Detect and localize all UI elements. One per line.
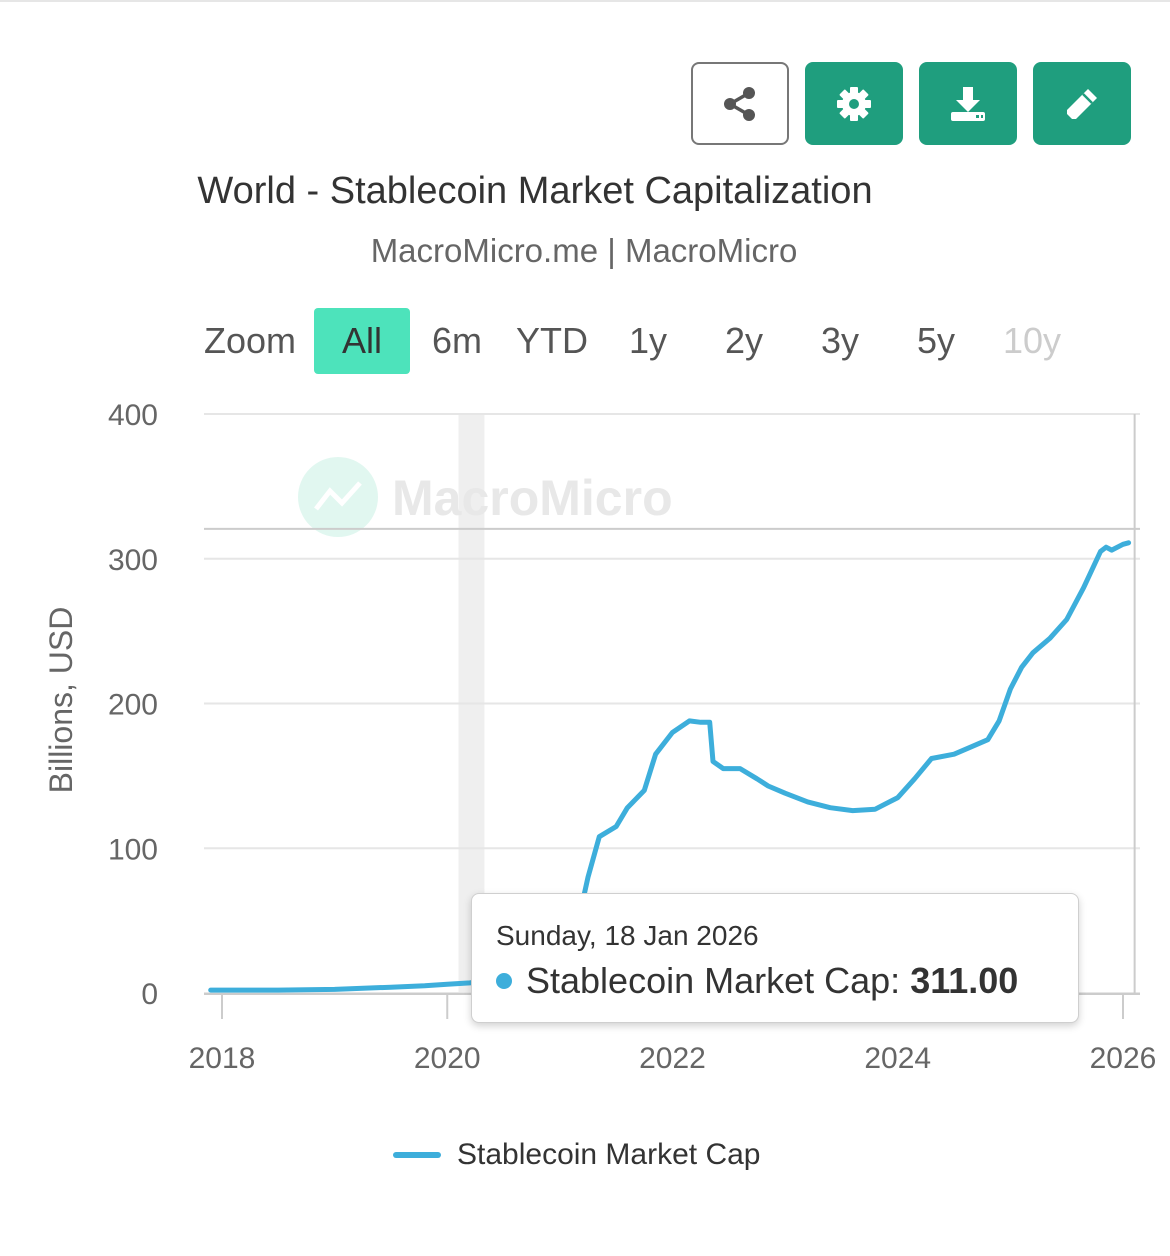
watermark-text: MacroMicro [392,470,673,526]
tooltip-date: Sunday, 18 Jan 2026 [496,920,759,951]
x-tick-label: 2022 [639,1042,706,1075]
download-button[interactable] [919,62,1017,145]
zoom-selector: Zoom All 6m YTD 1y 2y 3y 5y 10y [204,308,1080,374]
share-icon [724,86,755,121]
y-tick-label: 0 [141,978,158,1011]
y-tick-label: 100 [108,833,158,866]
y-tick-label: 300 [108,544,158,577]
x-tick-label: 2024 [864,1042,931,1075]
zoom-1y-button[interactable]: 1y [629,320,668,361]
zoom-2y-button[interactable]: 2y [725,320,764,361]
y-axis-label: Billions, USD [43,607,79,794]
download-icon [951,86,985,121]
share-button[interactable] [691,62,789,145]
zoom-3y-button[interactable]: 3y [821,320,860,361]
zoom-all-button[interactable]: All [314,308,411,374]
legend-label: Stablecoin Market Cap [457,1138,761,1171]
gear-icon [837,86,871,121]
y-tick-label: 200 [108,689,158,722]
chart-title: World - Stablecoin Market Capitalization [0,170,1170,213]
zoom-10y-button: 10y [1003,320,1062,361]
x-tick-label: 2018 [189,1042,256,1075]
x-tick-label: 2026 [1090,1042,1157,1075]
zoom-6m-button[interactable]: 6m [432,320,483,361]
tooltip-value: 311.00 [910,960,1019,1001]
chart-toolbar [691,62,1131,145]
pencil-icon [1067,88,1097,119]
tooltip-series-label: Stablecoin Market Cap: [526,960,901,1001]
top-divider [0,0,1170,2]
settings-button[interactable] [805,62,903,145]
watermark-logo-line [314,481,362,511]
line-chart: MacroMicro 0 100 200 300 400 2018 2020 2022 2024 2… [43,399,1157,1075]
chart-legend[interactable]: Stablecoin Market Cap [393,1138,761,1172]
y-tick-label: 400 [108,399,158,432]
tooltip-series-dot [496,973,512,989]
chart-subtitle-text: MacroMicro.me | MacroMicro [370,232,798,269]
chart-tooltip: Sunday, 18 Jan 2026 Stablecoin Market Ca… [471,893,1079,1023]
tooltip-series-line: Stablecoin Market Cap: 311.00 [496,960,1018,1002]
chart-subtitle: MacroMicro.me | MacroMicro [0,232,1170,270]
x-tick-label: 2020 [414,1042,481,1075]
zoom-label: Zoom [204,320,297,361]
legend-swatch [393,1152,441,1158]
zoom-ytd-button[interactable]: YTD [516,320,589,361]
edit-button[interactable] [1033,62,1131,145]
chart-title-text: World - Stablecoin Market Capitalization [197,170,873,212]
zoom-5y-button[interactable]: 5y [917,320,956,361]
